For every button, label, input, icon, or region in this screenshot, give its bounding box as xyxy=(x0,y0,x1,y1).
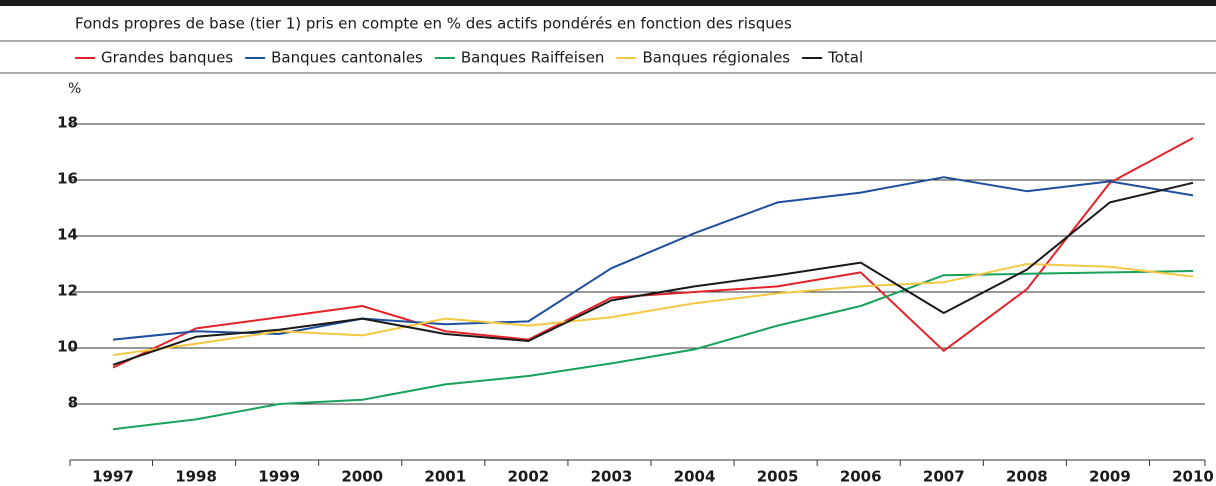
y-tick-label: 18 xyxy=(57,114,78,132)
series-line xyxy=(112,181,1194,366)
top-bar xyxy=(0,0,1216,6)
x-tick-label: 2001 xyxy=(424,468,466,486)
x-tick-label: 2000 xyxy=(341,468,383,486)
x-tick-label: 2010 xyxy=(1172,468,1214,486)
y-unit: % xyxy=(68,81,81,97)
series-line xyxy=(112,263,1194,356)
legend-label: Banques Raiffeisen xyxy=(461,49,605,67)
y-tick-label: 10 xyxy=(57,338,78,356)
y-tick-label: 14 xyxy=(57,226,78,244)
x-tick-label: 2007 xyxy=(923,468,965,486)
chart-subtitle: Fonds propres de base (tier 1) pris en c… xyxy=(75,15,792,33)
legend-label: Banques régionales xyxy=(642,49,790,67)
series-line xyxy=(112,137,1194,369)
y-tick-label: 12 xyxy=(57,282,78,300)
legend-label: Banques cantonales xyxy=(271,49,423,67)
x-tick-label: 2009 xyxy=(1089,468,1131,486)
y-tick-label: 16 xyxy=(57,170,78,188)
x-tick-label: 2005 xyxy=(757,468,799,486)
legend: Grandes banques Banques cantonales Banques… xyxy=(75,49,863,67)
x-tick-label: 2004 xyxy=(674,468,716,486)
x-tick-label: 2003 xyxy=(591,468,633,486)
series-line xyxy=(112,176,1194,341)
y-tick-label: 8 xyxy=(68,394,78,412)
x-tick-label: 2006 xyxy=(840,468,882,486)
x-tick-label: 1999 xyxy=(258,468,300,486)
x-tick-label: 1997 xyxy=(92,468,134,486)
x-tick-label: 1998 xyxy=(175,468,217,486)
x-tick-label: 2002 xyxy=(508,468,550,486)
x-tick-label: 2008 xyxy=(1006,468,1048,486)
legend-label: Total xyxy=(827,49,863,67)
series-line xyxy=(112,270,1194,431)
legend-label: Grandes banques xyxy=(101,49,233,67)
